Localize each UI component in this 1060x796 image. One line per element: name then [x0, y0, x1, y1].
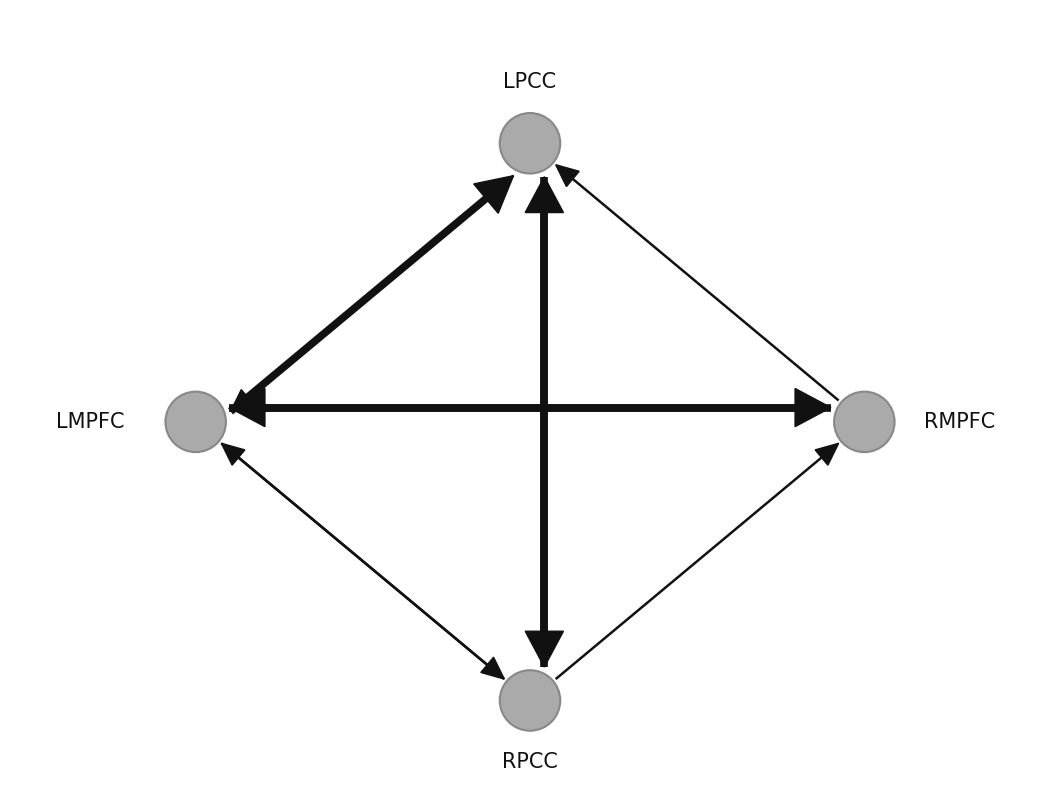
- Text: LPCC: LPCC: [504, 72, 556, 92]
- Polygon shape: [525, 631, 564, 667]
- Circle shape: [165, 392, 226, 452]
- Polygon shape: [481, 657, 505, 679]
- Polygon shape: [525, 177, 564, 213]
- Circle shape: [499, 670, 561, 731]
- Polygon shape: [795, 388, 831, 427]
- Polygon shape: [230, 389, 254, 412]
- Text: RMPFC: RMPFC: [924, 412, 995, 432]
- Polygon shape: [474, 176, 513, 213]
- Polygon shape: [815, 443, 838, 465]
- Circle shape: [834, 392, 895, 452]
- Polygon shape: [222, 443, 245, 465]
- Text: LMPFC: LMPFC: [55, 412, 124, 432]
- Circle shape: [499, 113, 561, 174]
- Polygon shape: [229, 388, 265, 427]
- Text: RPCC: RPCC: [502, 752, 558, 772]
- Polygon shape: [555, 165, 579, 186]
